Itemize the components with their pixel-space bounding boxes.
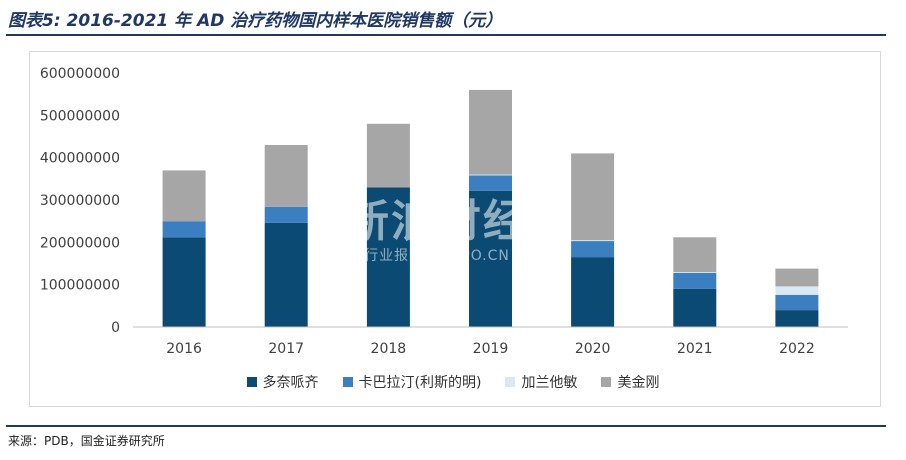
x-tick-label: 2019 — [473, 341, 509, 357]
x-tick-label: 2016 — [166, 341, 202, 357]
y-tick-label: 300000000 — [40, 193, 120, 209]
bar-segment — [469, 89, 512, 175]
bar-segment — [469, 190, 512, 327]
legend-label: 美金刚 — [617, 375, 660, 391]
bar-segment — [571, 240, 615, 241]
title-rule — [6, 34, 886, 36]
legend-label: 卡巴拉汀(利斯的明) — [358, 375, 482, 391]
x-tick-label: 2017 — [268, 341, 304, 357]
y-tick-label: 500000000 — [40, 108, 120, 124]
bar-segment — [469, 174, 512, 176]
bar-segment — [469, 175, 512, 191]
bar-segment — [775, 268, 819, 287]
bar-segment — [775, 294, 819, 310]
x-tick-label: 2018 — [371, 341, 407, 357]
bar-segment — [264, 206, 308, 223]
y-tick-label: 100000000 — [40, 278, 120, 294]
legend-item: 美金刚 — [601, 372, 659, 392]
legend-label: 多奈哌齐 — [262, 375, 319, 391]
x-tick-label: 2022 — [779, 341, 815, 357]
bar-segment — [162, 170, 206, 222]
bar-segment — [673, 288, 717, 327]
bar-segment — [264, 145, 308, 207]
bar-segment — [673, 272, 717, 289]
source-rule — [6, 425, 886, 427]
y-tick-label: 0 — [111, 320, 120, 336]
source-note: 来源：PDB，国金证券研究所 — [8, 434, 165, 448]
bar-segment — [571, 257, 615, 327]
bar-segment — [162, 237, 206, 327]
x-tick-label: 2020 — [575, 341, 611, 357]
bar-segment — [673, 272, 717, 273]
legend-item: 多奈哌齐 — [246, 372, 319, 392]
legend-swatch — [342, 377, 353, 387]
legend-item: 卡巴拉汀(利斯的明) — [342, 372, 482, 392]
legend-label: 加兰他敏 — [521, 375, 578, 391]
legend-swatch — [601, 377, 612, 387]
bar-segment — [673, 237, 717, 272]
y-tick-label: 600000000 — [40, 66, 120, 82]
chart-legend: 多奈哌齐 卡巴拉汀(利斯的明) 加兰他敏 美金刚 — [0, 372, 906, 392]
y-tick-label: 200000000 — [40, 235, 120, 251]
x-tick-label: 2021 — [677, 341, 713, 357]
bar-chart: 0 100000000 200000000 300000000 400000000 500… — [40, 66, 848, 357]
bar-segment — [162, 221, 206, 238]
legend-swatch — [246, 377, 257, 387]
y-tick-label: 400000000 — [40, 151, 120, 167]
bar-segment — [775, 286, 819, 295]
legend-item: 加兰他敏 — [505, 372, 577, 392]
bar-segment — [264, 222, 308, 327]
bar-segment — [366, 187, 410, 327]
bar-segment — [571, 241, 615, 258]
bar-segment — [571, 153, 615, 241]
legend-swatch — [505, 377, 516, 387]
bar-segment — [775, 310, 819, 327]
chart-title: 图表5: 2016-2021 年 AD 治疗药物国内样本医院销售额（元） — [8, 11, 503, 31]
bar-segment — [366, 123, 410, 188]
